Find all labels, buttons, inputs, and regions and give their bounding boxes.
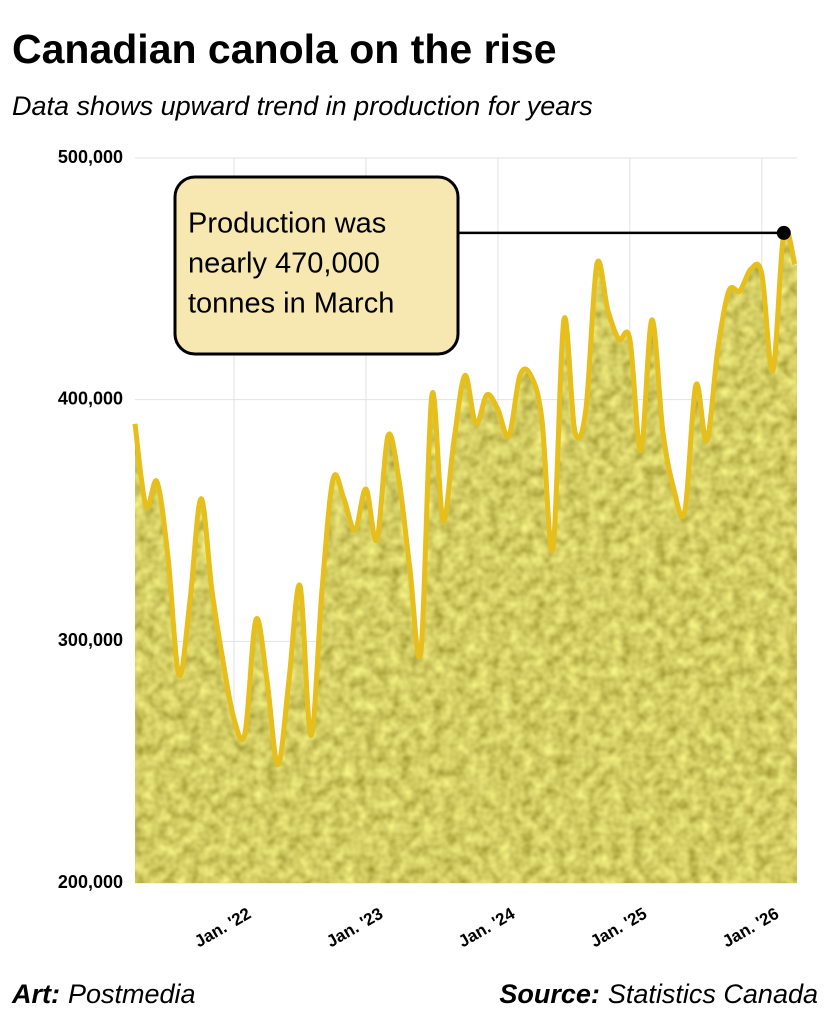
annotation-box (173, 175, 460, 356)
y-tick-label: 400,000 (58, 388, 123, 408)
y-tick-label: 300,000 (58, 630, 123, 650)
chart-title: Canadian canola on the rise (12, 26, 557, 72)
y-tick-label: 200,000 (58, 872, 123, 892)
credit-label: Art: (11, 979, 60, 1009)
source: Source: Statistics Canada (499, 979, 818, 1009)
x-tick-label: Jan. '26 (719, 904, 782, 951)
line (132, 226, 798, 768)
credit: Art: Postmedia (11, 979, 196, 1009)
x-tick-label: Jan. '23 (323, 904, 386, 951)
y-tick-label: 500,000 (58, 147, 123, 167)
annotation-text: Production was (188, 208, 386, 240)
annotation-text: nearly 470,000 (188, 248, 380, 280)
annotation-text: tonnes in March (188, 288, 394, 320)
chart-subtitle: Data shows upward trend in production fo… (12, 91, 593, 121)
x-tick-label: Jan. '25 (587, 904, 650, 951)
credit-text: Postmedia (68, 979, 196, 1009)
plot-area: 200,000 300,000 400,000 500,000 Jan. '22 Jan.… (58, 147, 798, 952)
source-label: Source: (499, 979, 600, 1009)
area (135, 228, 797, 884)
x-tick-label: Jan. '24 (455, 904, 518, 952)
x-tick-label: Jan. '22 (191, 904, 254, 951)
source-text: Statistics Canada (608, 979, 818, 1009)
annotation-dot (776, 225, 791, 240)
